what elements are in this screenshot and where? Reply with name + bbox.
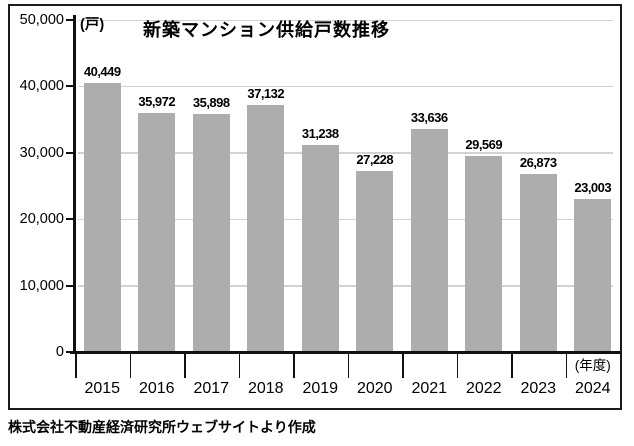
- bar-value-label: 40,449: [83, 64, 121, 80]
- x-tick-label: 2015: [84, 380, 121, 397]
- bar-value-label: 27,228: [356, 152, 394, 168]
- x-tick-label: 2024: [574, 380, 611, 397]
- bar: [83, 83, 121, 352]
- bar: [519, 173, 557, 352]
- chart-frame: 0 10,000 20,000 30,000 40,000 50,000 40,449 201…: [8, 4, 622, 410]
- gridline: [78, 85, 613, 88]
- x-tick-label: 2023: [520, 380, 557, 397]
- plot-area: 0 10,000 20,000 30,000 40,000 50,000 40,449 201…: [10, 6, 620, 408]
- y-tick-label: 10,000: [19, 277, 64, 294]
- y-tick-mark: [66, 151, 74, 154]
- gridline: [78, 19, 613, 21]
- x-tick-separator: [238, 354, 240, 378]
- bar-value-label: 29,569: [465, 136, 503, 152]
- x-tick-separator: [456, 354, 458, 378]
- y-tick-mark: [66, 19, 74, 21]
- y-axis-unit-label: (戸): [80, 17, 105, 33]
- x-axis-line: [70, 351, 620, 354]
- chart-title: 新築マンション供給戸数推移: [143, 20, 390, 40]
- x-tick-separator: [293, 354, 295, 378]
- y-tick-label: 0: [55, 344, 64, 360]
- x-tick-separator: [402, 354, 404, 378]
- bar-value-label: 33,636: [410, 109, 448, 125]
- y-tick-mark: [66, 85, 74, 88]
- bar-value-label: 23,003: [574, 180, 612, 196]
- bar-value-label: 35,898: [192, 94, 230, 110]
- x-tick-separator: [565, 354, 567, 378]
- x-tick-label: 2017: [193, 380, 230, 397]
- bar: [356, 171, 394, 352]
- y-tick-mark: [66, 284, 74, 287]
- y-tick-mark: [66, 218, 74, 221]
- x-tick-label: 2016: [138, 380, 175, 397]
- x-tick-label: 2022: [465, 380, 502, 397]
- x-axis-suffix-label: (年度): [574, 358, 611, 373]
- bar: [574, 199, 612, 352]
- x-tick-separator: [75, 354, 77, 378]
- bar-value-label: 31,238: [301, 125, 339, 141]
- y-axis-line: [73, 15, 76, 354]
- bar-value-label: 35,972: [138, 94, 176, 110]
- x-tick-separator: [511, 354, 513, 378]
- x-tick-separator: [184, 354, 186, 378]
- x-tick-label: 2018: [247, 380, 284, 397]
- gridline: [78, 218, 613, 221]
- y-tick-label: 40,000: [19, 78, 64, 95]
- x-tick-label: 2020: [356, 380, 393, 397]
- bar: [465, 155, 503, 352]
- y-tick-label: 20,000: [19, 211, 64, 228]
- bar: [192, 113, 230, 352]
- x-tick-label: 2019: [302, 380, 339, 397]
- bar-value-label: 37,132: [247, 86, 285, 102]
- y-tick-label: 50,000: [19, 12, 64, 28]
- x-tick-label: 2021: [411, 380, 448, 397]
- x-tick-separator: [347, 354, 349, 378]
- gridline: [78, 285, 613, 287]
- x-tick-separator: [129, 354, 131, 378]
- y-tick-label: 30,000: [19, 144, 64, 161]
- bar: [138, 113, 176, 352]
- source-note: 株式会社不動産経済研究所ウェブサイトより作成: [8, 419, 316, 435]
- bar: [301, 144, 339, 352]
- bar: [247, 105, 285, 352]
- gridline: [78, 152, 613, 154]
- bar: [410, 128, 448, 352]
- bar-value-label: 26,873: [519, 154, 557, 170]
